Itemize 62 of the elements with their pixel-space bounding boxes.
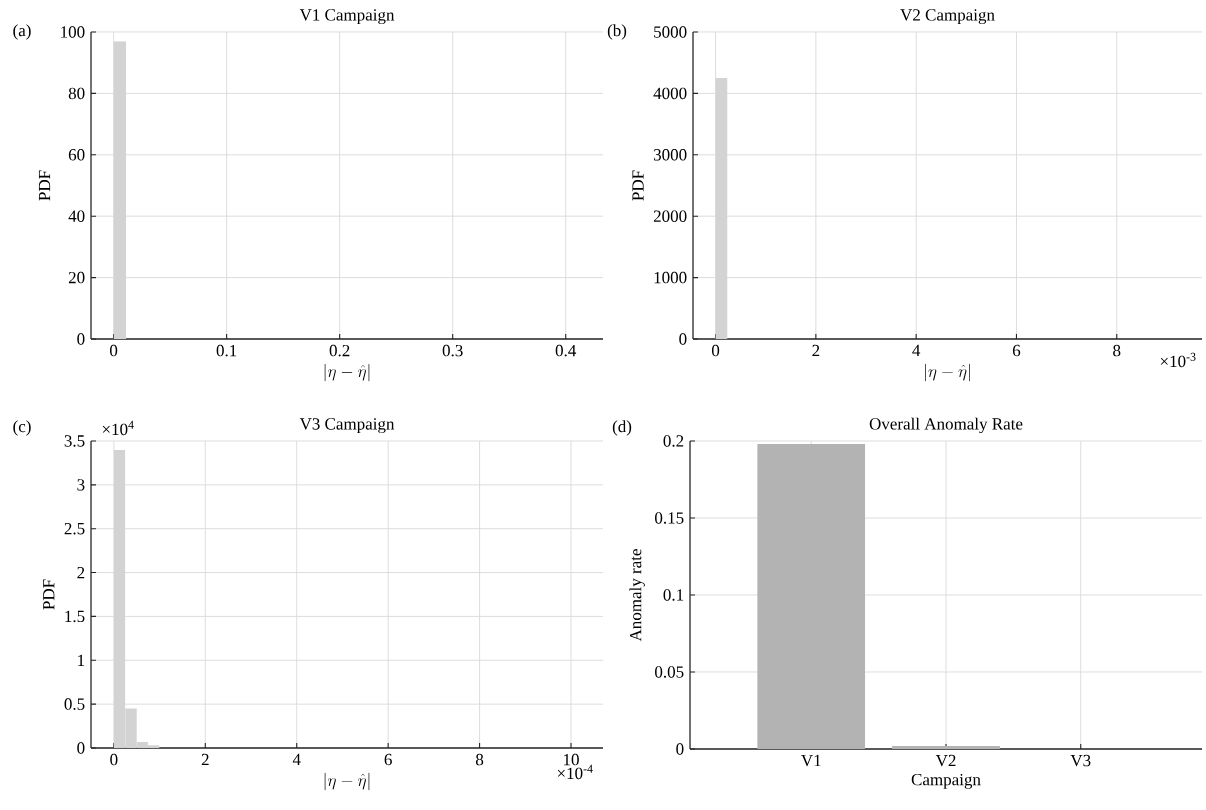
y-axis-title: PDF	[43, 579, 55, 610]
text: (b)	[607, 24, 627, 40]
x-axis-title: $|\eta - \hat{\eta}|$	[324, 363, 370, 382]
x-tick-label: 8	[1113, 344, 1121, 357]
y-tick-label: 0	[676, 743, 684, 755]
y-tick-label: 5000	[654, 26, 687, 38]
y-tick-label: 0	[77, 333, 85, 345]
y-tick-label: 3.5	[64, 435, 85, 447]
x-tick-label: 4	[912, 344, 921, 357]
chart-title: V1 Campaign	[299, 9, 395, 25]
y-tick-label: 0	[679, 333, 687, 345]
y-tick-label: 0.2	[663, 435, 684, 447]
x-tick-label: 6	[384, 753, 392, 766]
x-tick-label: 6	[1012, 344, 1021, 357]
text: (a)	[13, 24, 31, 40]
y-tick-label: 1	[78, 654, 85, 666]
x-tick-label: 10	[564, 753, 579, 766]
x-tick-label: 4	[292, 753, 301, 766]
y-tick-label: 60	[68, 149, 85, 161]
x-tick-label: 0	[110, 344, 118, 357]
chart-title: V3 Campaign	[299, 418, 395, 434]
text: ×10$^{-3}$	[1160, 352, 1196, 368]
y-tick-label: 2000	[653, 210, 687, 222]
chart-title: Overall Anomaly Rate	[869, 417, 1023, 434]
text: (c)	[13, 420, 31, 436]
y-tick-label: 0	[77, 742, 85, 754]
x-tick-label: 2	[201, 753, 209, 766]
y-tick-label: 40	[68, 210, 85, 222]
x-axis-title: $|\eta - \hat{\eta}|$	[925, 363, 970, 382]
y-tick-label: 20	[68, 271, 85, 284]
y-tick-label: 4000	[653, 87, 687, 100]
chart-title: V2 Campaign	[900, 9, 995, 25]
y-tick-label: 0.05	[655, 666, 684, 678]
x-tick-label: 0.1	[216, 344, 237, 357]
x-tick-label: 8	[475, 753, 484, 766]
y-tick-label: 2	[77, 566, 85, 579]
x-tick-label: V3	[1070, 754, 1091, 767]
y-axis-title: Anomaly rate	[629, 549, 645, 642]
x-tick-label: V2	[935, 754, 956, 767]
y-tick-label: 3000	[653, 149, 687, 161]
y-tick-label: 1000	[654, 271, 687, 284]
x-axis-title: $|\eta - \hat{\eta}|$	[324, 772, 370, 791]
x-tick-label: 0	[110, 753, 118, 766]
x-axis-title: Campaign	[911, 773, 981, 789]
y-tick-label: 0.1	[663, 589, 684, 601]
y-tick-label: 0.5	[64, 698, 85, 710]
y-tick-label: 2.5	[64, 522, 85, 535]
y-tick-label: 1.5	[65, 610, 85, 623]
x-tick-label: 0	[711, 344, 720, 357]
x-tick-label: V1	[801, 754, 821, 767]
x-tick-label: 0.3	[442, 344, 463, 357]
y-tick-label: 3	[77, 479, 85, 491]
text: ×10$^{4}$	[102, 420, 134, 436]
y-axis-title: PDF	[38, 170, 51, 201]
y-tick-label: 0.15	[655, 512, 684, 524]
y-tick-label: 100	[61, 26, 85, 38]
y-tick-label: 80	[68, 87, 85, 100]
text: (d)	[612, 420, 632, 436]
y-axis-title: PDF	[632, 170, 644, 201]
x-tick-label: 0.2	[329, 344, 350, 357]
x-tick-label: 0.4	[555, 344, 577, 357]
x-tick-label: 2	[812, 344, 820, 357]
